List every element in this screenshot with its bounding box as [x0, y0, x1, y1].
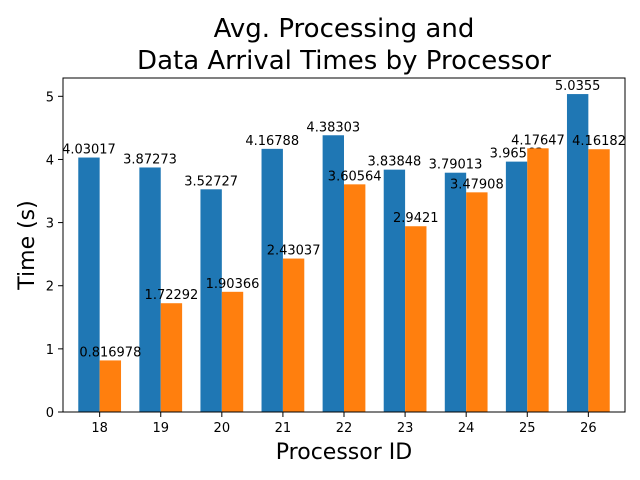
data-label-series-2-21: 2.43037 — [267, 244, 321, 259]
bar-series-2-25 — [527, 148, 549, 412]
bar-series-1-22 — [322, 135, 344, 412]
bar-series-2-21 — [282, 258, 305, 412]
data-label-series-1-20: 3.52727 — [184, 174, 238, 189]
chart-title-line-1: Avg. Processing and — [214, 14, 475, 44]
data-label-series-1-26: 5.0355 — [555, 79, 601, 94]
data-label-series-1-22: 4.38303 — [306, 120, 360, 135]
data-label-series-1-21: 4.16788 — [245, 134, 299, 149]
bar-series-1-20 — [200, 189, 222, 412]
data-label-series-1-24: 3.79013 — [429, 158, 483, 173]
bar-series-1-24 — [444, 172, 467, 412]
x-axis-label: Processor ID — [276, 440, 412, 465]
x-tick-label-21: 21 — [275, 421, 292, 436]
y-tick-label-3: 3 — [46, 217, 54, 232]
data-label-series-2-23: 2.9421 — [393, 211, 439, 226]
x-tick-label-19: 19 — [152, 421, 169, 436]
bar-series-1-19 — [139, 167, 161, 412]
bar-series-2-18 — [99, 360, 122, 412]
bar-series-1-21 — [261, 148, 283, 412]
plot-area: 4.03017 3.87273 3.52727 4.16788 4.38303 3.838… — [46, 77, 626, 436]
x-tick-label-20: 20 — [214, 421, 231, 436]
bar-series-2-23 — [405, 226, 427, 412]
data-label-series-1-23: 3.83848 — [368, 155, 422, 170]
data-label-series-1-19: 3.87273 — [123, 152, 177, 167]
bar-series-2-26 — [588, 149, 610, 413]
x-tick-label-23: 23 — [397, 421, 414, 436]
bar-series-1-26 — [566, 94, 589, 412]
bar-series-1-18 — [78, 157, 100, 412]
data-label-series-1-18: 4.03017 — [62, 143, 116, 158]
x-tick-label-22: 22 — [336, 421, 353, 436]
y-tick-label-1: 1 — [46, 343, 54, 358]
data-label-series-2-22: 3.60564 — [328, 169, 382, 184]
y-tick-label-2: 2 — [46, 280, 54, 295]
data-label-series-2-19: 1.72292 — [145, 288, 199, 303]
data-label-series-2-18: 0.816978 — [79, 345, 141, 360]
x-tick-label-24: 24 — [458, 421, 475, 436]
bar-series-2-20 — [221, 291, 244, 412]
y-tick-label-0: 0 — [46, 406, 54, 421]
y-tick-label-5: 5 — [46, 90, 54, 105]
bar-series-1-23 — [383, 169, 406, 412]
x-tick-label-25: 25 — [519, 421, 536, 436]
data-label-series-2-20: 1.90366 — [206, 277, 260, 292]
y-axis-label: Time (s) — [15, 200, 40, 290]
chart-title-line-2: Data Arrival Times by Processor — [137, 46, 551, 76]
bar-series-1-25 — [505, 161, 528, 412]
bar-series-2-19 — [160, 303, 183, 412]
bar-series-2-22 — [344, 184, 366, 412]
y-tick-label-4: 4 — [46, 153, 54, 168]
x-tick-label-18: 18 — [91, 421, 108, 436]
bar-series-2-24 — [466, 192, 488, 412]
x-tick-label-26: 26 — [580, 421, 597, 436]
data-label-series-2-26: 4.16182 — [572, 134, 626, 149]
data-label-series-2-24: 3.47908 — [450, 177, 504, 192]
data-label-series-2-25: 4.17647 — [511, 133, 565, 148]
